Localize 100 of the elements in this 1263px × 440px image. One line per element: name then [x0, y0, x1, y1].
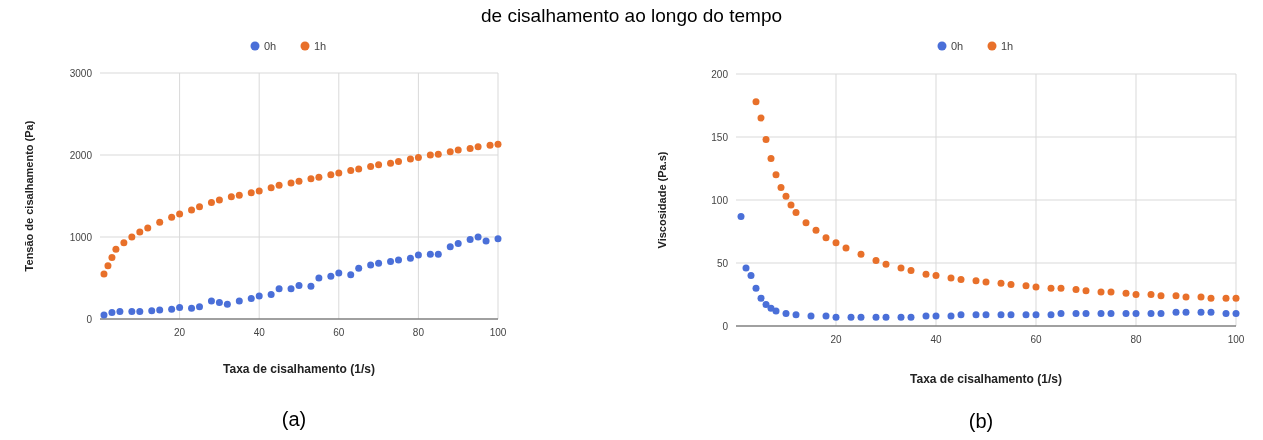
point [247, 295, 255, 302]
point [882, 260, 890, 268]
point [406, 254, 414, 262]
point [446, 243, 454, 251]
point [112, 245, 120, 253]
y-tick-label: 200 [711, 68, 729, 80]
point [907, 313, 915, 321]
point [742, 264, 750, 272]
point [832, 239, 840, 247]
point [375, 161, 383, 169]
point [1207, 294, 1215, 302]
point [347, 167, 355, 175]
point [136, 228, 144, 236]
point [327, 171, 335, 179]
point [1022, 282, 1030, 290]
point [1207, 308, 1215, 316]
point [156, 306, 164, 314]
point [128, 233, 136, 241]
point [287, 285, 295, 293]
point [494, 235, 502, 243]
x-tick-label: 100 [1227, 334, 1245, 345]
point [812, 226, 820, 234]
text: (a) [281, 408, 307, 430]
point [982, 278, 990, 286]
point [434, 150, 442, 158]
point [947, 274, 955, 282]
point [997, 311, 1005, 319]
point [395, 158, 402, 166]
point [792, 209, 800, 217]
point [857, 313, 865, 321]
point [387, 258, 395, 266]
point [144, 224, 152, 232]
point [982, 311, 990, 319]
point [196, 303, 203, 311]
point [767, 154, 775, 162]
point [1107, 288, 1115, 296]
point [108, 308, 116, 316]
text: de cisalhamento ao longo do tempo [480, 5, 783, 26]
point [307, 282, 315, 290]
point [882, 313, 890, 321]
point [1172, 292, 1180, 300]
point [922, 312, 930, 320]
point [752, 284, 760, 292]
point [1082, 287, 1090, 295]
x-tick-label: 20 [174, 327, 186, 338]
point [807, 312, 815, 320]
y-axis-title: Tensão de cisalhamento (Pa) [23, 120, 35, 272]
point [196, 203, 203, 211]
y-tick-label: 0 [86, 313, 93, 325]
point [136, 308, 144, 316]
point [375, 259, 383, 267]
point [1057, 284, 1065, 292]
legend-label: 0h [951, 39, 964, 52]
point [267, 290, 275, 298]
x-tick-label: 80 [1130, 334, 1142, 345]
point [997, 279, 1005, 287]
y-tick-label: 1000 [69, 231, 93, 243]
point [782, 309, 790, 317]
point [1022, 311, 1030, 319]
point [355, 165, 363, 173]
point [972, 311, 980, 319]
point [1147, 291, 1155, 298]
point [1082, 309, 1090, 317]
point [474, 233, 482, 241]
y-axis-title: Viscosidade (Pa.s) [656, 151, 668, 249]
point [822, 234, 830, 242]
point [414, 153, 422, 161]
point [832, 313, 840, 321]
y-tick-label: 0 [722, 320, 729, 332]
point [872, 256, 880, 264]
point [1182, 308, 1190, 316]
point [347, 271, 355, 279]
point [176, 210, 184, 218]
point [1007, 280, 1015, 288]
point [762, 136, 770, 144]
point [327, 272, 335, 280]
point [957, 275, 965, 283]
point [255, 187, 263, 195]
point [116, 308, 124, 316]
point [235, 191, 243, 199]
point [168, 213, 176, 221]
point [104, 262, 112, 270]
point [792, 311, 800, 319]
point [454, 146, 462, 154]
point [907, 267, 915, 275]
y-tick-label: 150 [711, 131, 729, 143]
point [426, 250, 434, 258]
x-axis-title: Taxa de cisalhamento (1/s) [223, 362, 375, 376]
point [335, 269, 343, 277]
point [777, 183, 785, 191]
point [287, 179, 295, 187]
point [367, 261, 375, 269]
point [315, 274, 323, 282]
point [757, 294, 765, 302]
point [482, 237, 490, 245]
point [215, 196, 223, 204]
point [932, 312, 940, 320]
legend-label: 0h [264, 39, 277, 52]
point [474, 143, 482, 151]
point [842, 244, 850, 252]
